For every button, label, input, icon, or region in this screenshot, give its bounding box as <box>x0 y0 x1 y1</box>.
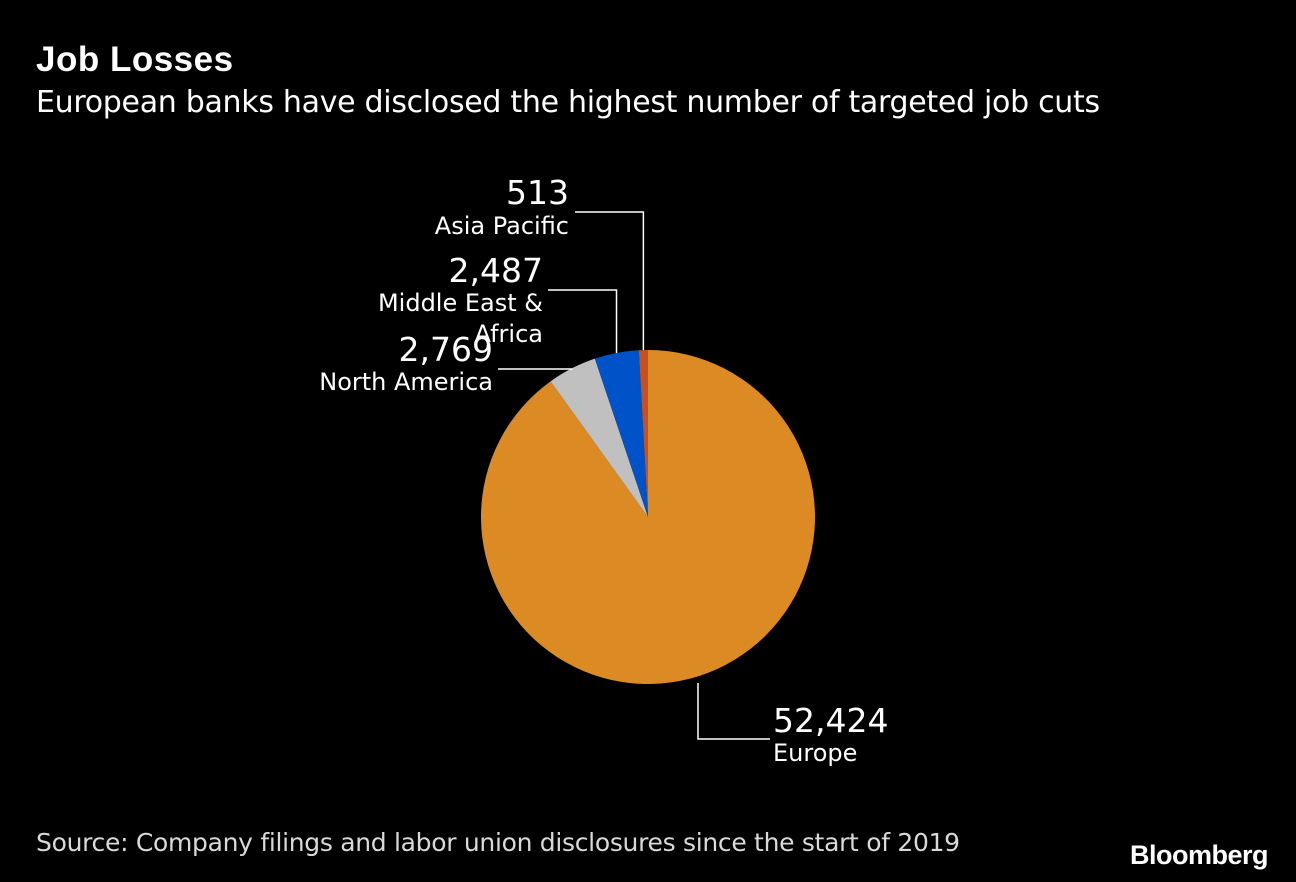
bloomberg-logo: Bloomberg <box>1129 840 1269 870</box>
pie-slice-europe <box>481 350 816 684</box>
chart-title: Job Losses <box>36 40 234 79</box>
pie-slices <box>481 350 816 684</box>
leader-lines <box>498 211 770 740</box>
leader-line-europe <box>697 683 770 740</box>
pie-slice-asia-pacific <box>638 350 648 517</box>
value-label-europe: 52,424 <box>773 701 888 740</box>
category-label-middle-east-africa: Middle East & Africa <box>378 289 543 348</box>
value-label-middle-east-africa: 2,487 <box>449 251 543 290</box>
pie-slice-middle-east-africa <box>594 350 648 517</box>
category-label-north-america: North America <box>319 368 493 396</box>
source-note: Source: Company filings and labor union … <box>36 828 960 857</box>
value-label-asia-pacific: 513 <box>506 173 569 212</box>
category-label-europe: Europe <box>773 739 857 767</box>
category-label-asia-pacific: Asia Pacific <box>435 212 569 240</box>
leader-line-asia-pacific <box>575 211 645 351</box>
leader-line-north-america <box>498 368 573 370</box>
pie-slice-north-america <box>550 358 648 517</box>
leader-line-middle-east-africa <box>548 289 618 353</box>
value-label-north-america: 2,769 <box>399 330 493 369</box>
chart-subtitle: European banks have disclosed the highes… <box>36 85 1100 120</box>
